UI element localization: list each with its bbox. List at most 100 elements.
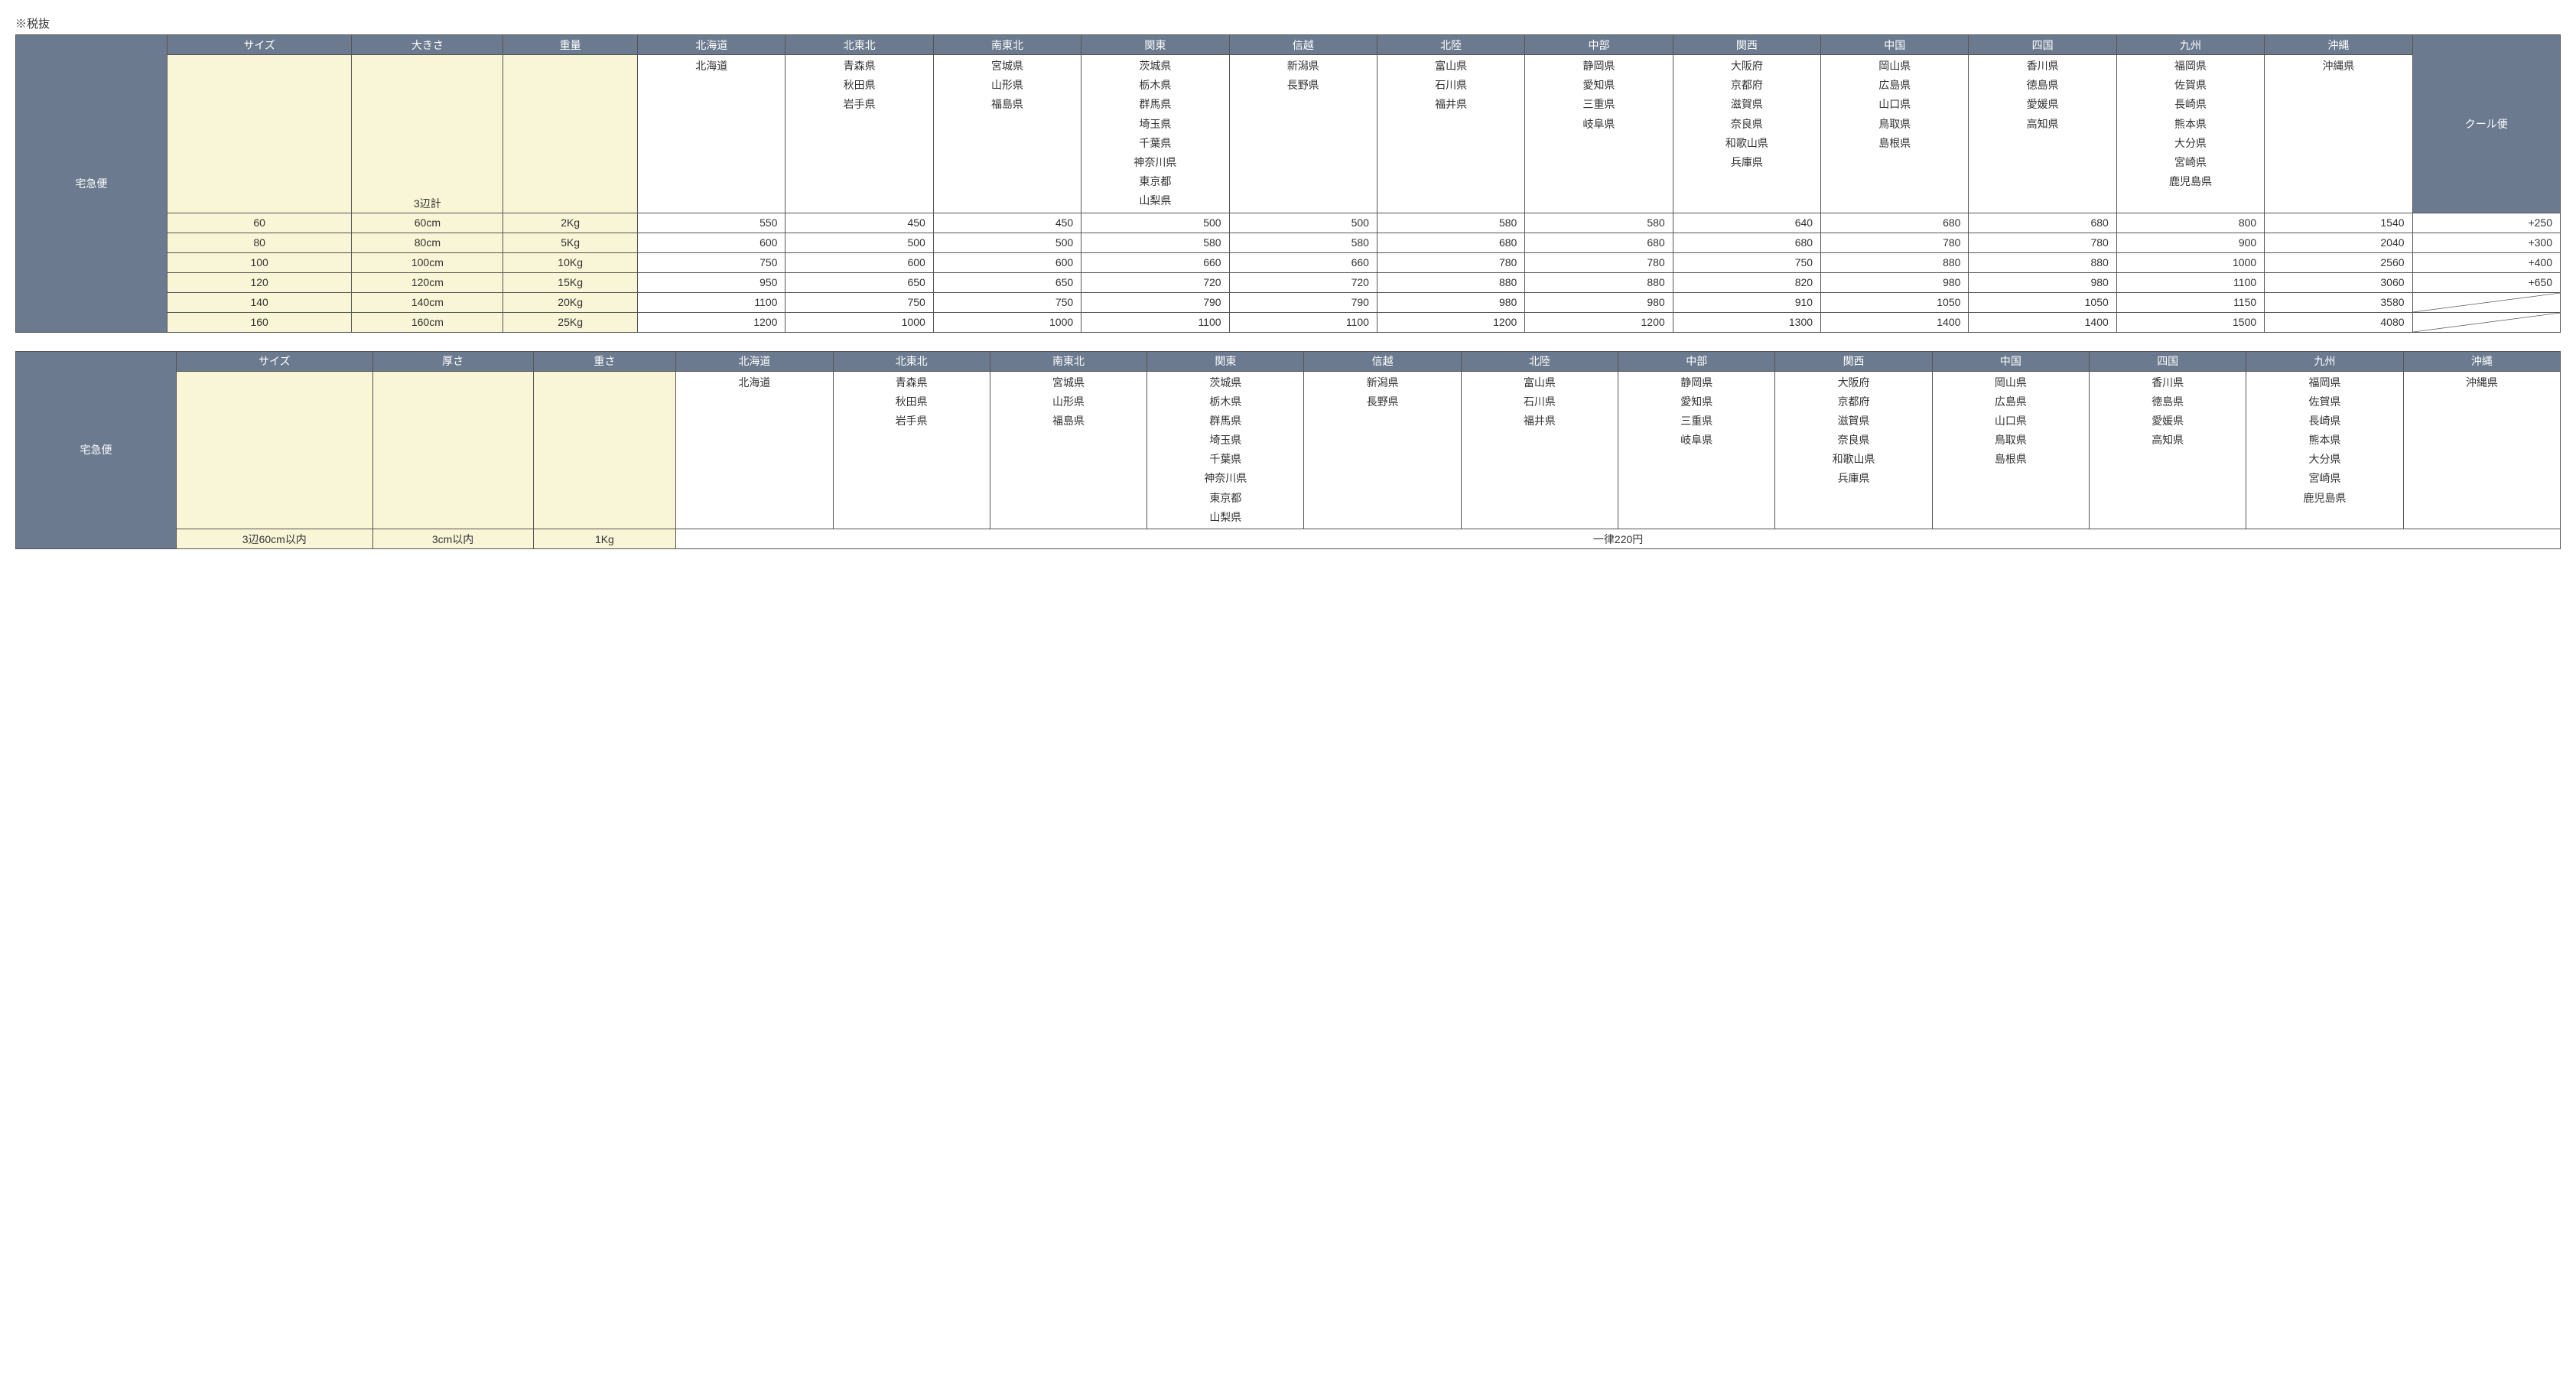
pref-item: 大阪府 — [1778, 373, 1928, 392]
pref-item: 佐賀県 — [2120, 76, 2261, 95]
pref-item: 福井県 — [1465, 412, 1615, 431]
price-cell: 3060 — [2265, 272, 2412, 292]
price-cell: 910 — [1673, 292, 1820, 312]
price-cell: 1100 — [2116, 272, 2264, 292]
region-header: 沖縄 — [2265, 35, 2412, 55]
pref-item: 大分県 — [2249, 450, 2399, 469]
wt-cell: 1Kg — [533, 529, 676, 549]
region-header: 沖縄 — [2403, 351, 2560, 371]
price-cell: 750 — [1673, 252, 1820, 272]
price-cell: 600 — [933, 252, 1081, 272]
pref-item: 沖縄県 — [2407, 373, 2557, 392]
price-cell: 680 — [1525, 233, 1673, 252]
pref-item: 滋賀県 — [1778, 412, 1928, 431]
col-header: 厚さ — [372, 351, 533, 371]
dim-cell: 3cm以内 — [372, 529, 533, 549]
pref-item: 大分県 — [2120, 134, 2261, 153]
shipping-table-1: 宅急便サイズ大きさ重量北海道北東北南東北関東信越北陸中部関西中国四国九州沖縄クー… — [15, 34, 2561, 333]
pref-item: 滋賀県 — [1677, 95, 1817, 114]
price-cell: 600 — [785, 252, 933, 272]
wt-cell: 20Kg — [503, 292, 638, 312]
pref-item: 京都府 — [1677, 76, 1817, 95]
pref-item: 山口県 — [1936, 412, 2086, 431]
price-cell: 600 — [638, 233, 785, 252]
wt-cell: 25Kg — [503, 312, 638, 332]
pref-item: 宮崎県 — [2120, 153, 2261, 172]
pref-item: 和歌山県 — [1677, 134, 1817, 153]
pref-list: 富山県石川県福井県 — [1461, 371, 1618, 529]
pref-list: 香川県徳島県愛媛県高知県 — [2090, 371, 2246, 529]
pref-list: 北海道 — [676, 371, 833, 529]
pref-item: 広島県 — [1936, 392, 2086, 412]
price-cell: 650 — [933, 272, 1081, 292]
pref-item: 東京都 — [1150, 489, 1300, 508]
price-cell: 750 — [933, 292, 1081, 312]
price-cell: 980 — [1525, 292, 1673, 312]
pref-list: 福岡県佐賀県長崎県熊本県大分県宮崎県鹿児島県 — [2246, 371, 2403, 529]
dim-cell: 100cm — [352, 252, 503, 272]
pref-item: 三重県 — [1621, 412, 1771, 431]
pref-item: 北海道 — [679, 373, 829, 392]
pref-list: 茨城県栃木県群馬県埼玉県千葉県神奈川県東京都山梨県 — [1081, 55, 1229, 213]
region-header: 北海道 — [638, 35, 785, 55]
wt-cell: 2Kg — [503, 213, 638, 233]
region-header: 中部 — [1525, 35, 1673, 55]
pref-item: 香川県 — [1972, 57, 2113, 76]
region-header: 四国 — [2090, 351, 2246, 371]
pref-item: 沖縄県 — [2268, 57, 2408, 76]
wt-blank — [533, 371, 676, 529]
price-cell: 1200 — [1377, 312, 1524, 332]
pref-item: 福岡県 — [2249, 373, 2399, 392]
region-header: 関西 — [1775, 351, 1932, 371]
pref-list: 宮城県山形県福島県 — [990, 371, 1147, 529]
region-header: 中部 — [1618, 351, 1775, 371]
wt-cell: 15Kg — [503, 272, 638, 292]
size-cell: 100 — [167, 252, 352, 272]
pref-item: 徳島県 — [1972, 76, 2113, 95]
dim-note: 3辺計 — [352, 55, 503, 213]
price-cell: 580 — [1525, 213, 1673, 233]
pref-item: 宮城県 — [937, 57, 1078, 76]
price-cell: 980 — [1969, 272, 2116, 292]
region-header: 九州 — [2246, 351, 2403, 371]
price-cell: 780 — [1377, 252, 1524, 272]
pref-item: 愛知県 — [1621, 392, 1771, 412]
size-blank — [167, 55, 352, 213]
size-cell: 3辺60cm以内 — [176, 529, 372, 549]
price-cell: 880 — [1821, 252, 1969, 272]
pref-list: 宮城県山形県福島県 — [933, 55, 1081, 213]
price-cell: 880 — [1525, 272, 1673, 292]
price-cell: 720 — [1081, 272, 1229, 292]
pref-item: 島根県 — [1936, 450, 2086, 469]
col-header: サイズ — [176, 351, 372, 371]
pref-list: 大阪府京都府滋賀県奈良県和歌山県兵庫県 — [1673, 55, 1820, 213]
pref-item: 茨城県 — [1150, 373, 1300, 392]
price-cell: 680 — [1673, 233, 1820, 252]
wt-cell: 5Kg — [503, 233, 638, 252]
pref-item: 山梨県 — [1085, 191, 1225, 210]
pref-item: 熊本県 — [2249, 431, 2399, 450]
region-header: 中国 — [1821, 35, 1969, 55]
pref-item: 和歌山県 — [1778, 450, 1928, 469]
price-cell: 1200 — [1525, 312, 1673, 332]
region-header: 北海道 — [676, 351, 833, 371]
price-cell: 550 — [638, 213, 785, 233]
price-cell: 780 — [1525, 252, 1673, 272]
pref-item: 山形県 — [937, 76, 1078, 95]
price-cell: 780 — [1969, 233, 2116, 252]
price-cell: 680 — [1377, 233, 1524, 252]
pref-item: 秋田県 — [837, 392, 987, 412]
pref-item: 愛媛県 — [1972, 95, 2113, 114]
cool-cell: +400 — [2412, 252, 2560, 272]
cool-label: クール便 — [2412, 35, 2560, 213]
price-cell: 660 — [1081, 252, 1229, 272]
price-cell: 500 — [1081, 213, 1229, 233]
pref-item: 三重県 — [1528, 95, 1669, 114]
pref-item: 石川県 — [1465, 392, 1615, 412]
pref-item: 群馬県 — [1150, 412, 1300, 431]
price-cell: 1100 — [1081, 312, 1229, 332]
pref-list: 静岡県愛知県三重県岐阜県 — [1618, 371, 1775, 529]
shipping-table-2: 宅急便サイズ厚さ重さ北海道北東北南東北関東信越北陸中部関西中国四国九州沖縄北海道… — [15, 351, 2561, 550]
price-cell: 1100 — [638, 292, 785, 312]
pref-item: 長崎県 — [2249, 412, 2399, 431]
